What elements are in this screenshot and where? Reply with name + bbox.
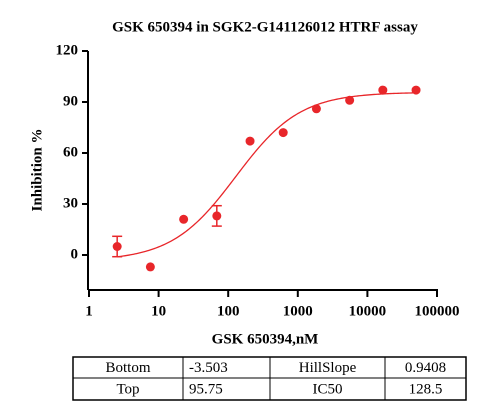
y-tick-label: 30 xyxy=(63,195,78,211)
x-tick-label: 1000 xyxy=(283,303,313,319)
table-cell: Top xyxy=(116,381,139,397)
x-tick-label: 10000 xyxy=(349,303,387,319)
chart-title: GSK 650394 in SGK2-G141126012 HTRF assay xyxy=(112,19,418,35)
data-point xyxy=(378,85,388,95)
data-point xyxy=(245,136,255,146)
x-tick-label: 10 xyxy=(151,303,166,319)
table-cell: Bottom xyxy=(105,360,150,376)
data-point xyxy=(145,262,155,272)
x-tick-label: 100000 xyxy=(415,303,460,319)
x-axis-label: GSK 650394,nM xyxy=(212,331,319,347)
data-point xyxy=(212,211,222,221)
data-point xyxy=(179,214,189,224)
fit-curve xyxy=(117,92,417,258)
x-tick-label: 100 xyxy=(217,303,240,319)
data-point xyxy=(411,85,421,95)
table-cell: 95.75 xyxy=(189,381,223,397)
data-point xyxy=(311,104,321,114)
table-cell: -3.503 xyxy=(189,360,228,376)
table-cell: 0.9408 xyxy=(405,360,446,376)
y-tick-label: 60 xyxy=(63,144,78,160)
data-point xyxy=(278,128,288,138)
data-point xyxy=(345,95,355,105)
y-tick-label: 0 xyxy=(71,246,79,262)
table-cell: HillSlope xyxy=(299,360,357,376)
table-cell: IC50 xyxy=(313,381,343,397)
y-tick-label: 90 xyxy=(63,93,78,109)
y-tick-label: 120 xyxy=(56,42,79,58)
table-cell: 128.5 xyxy=(409,381,443,397)
y-axis-label: Inhibition % xyxy=(29,129,45,212)
data-point xyxy=(112,242,122,251)
x-tick-label: 1 xyxy=(85,303,93,319)
